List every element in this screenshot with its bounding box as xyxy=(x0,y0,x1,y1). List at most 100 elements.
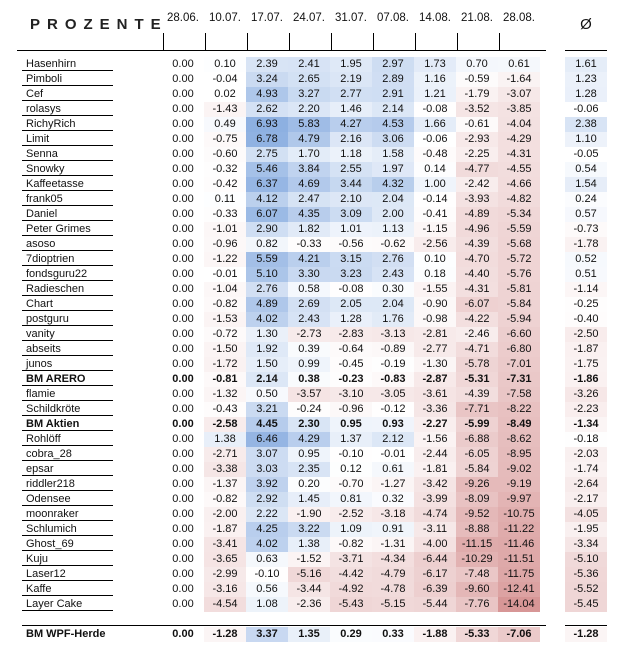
value-cell: 0.00 xyxy=(172,163,194,175)
value-cell: 1.01 xyxy=(330,222,372,237)
value-cell: -10.75 xyxy=(498,507,540,522)
value-cell: 2.10 xyxy=(330,192,372,207)
average-cell: -5.45 xyxy=(565,597,607,612)
value-cell: -7.76 xyxy=(456,597,498,612)
value-cell: -5.15 xyxy=(372,597,414,612)
column-tick xyxy=(163,33,164,50)
value-cell: 4.25 xyxy=(246,522,288,537)
participant-name: Odensee xyxy=(22,492,113,506)
value-cell: 5.10 xyxy=(246,267,288,282)
value-cell: 6.46 xyxy=(246,432,288,447)
value-cell: -4.31 xyxy=(498,147,540,162)
value-cell: -3.36 xyxy=(414,402,456,417)
value-cell: 0.00 xyxy=(172,373,194,385)
value-cell: -1.01 xyxy=(204,222,246,237)
participant-name: Kaffeetasse xyxy=(22,177,113,191)
average-cell: -1.34 xyxy=(565,417,607,432)
value-cell: 0.00 xyxy=(172,583,194,595)
value-cell: -3.57 xyxy=(288,387,330,402)
average-cell: -0.40 xyxy=(565,312,607,327)
table-row: Peter Grimes 0.00 -1.01 2.90 1.82 1.01 1.13 -1.… xyxy=(0,222,636,237)
value-cell: 0.00 xyxy=(172,523,194,535)
value-cell: 0.00 xyxy=(172,433,194,445)
average-cell: -0.06 xyxy=(565,102,607,117)
column-tick xyxy=(247,33,248,50)
value-cell: 1.45 xyxy=(288,492,330,507)
value-cell: -4.78 xyxy=(372,582,414,597)
value-cell: 4.02 xyxy=(246,312,288,327)
value-cell: -5.59 xyxy=(498,222,540,237)
participant-name: Chart xyxy=(22,297,113,311)
value-cell: 4.35 xyxy=(288,207,330,222)
value-cell: 1.38 xyxy=(288,537,330,552)
value-cell: 0.11 xyxy=(204,192,246,207)
value-cell: -0.82 xyxy=(330,537,372,552)
table-row: frank05 0.00 0.11 4.12 2.47 2.10 2.04 -0.14 -3.9… xyxy=(0,192,636,207)
value-cell: -1.79 xyxy=(456,87,498,102)
value-cell: -11.15 xyxy=(456,537,498,552)
value-cell: -1.31 xyxy=(372,537,414,552)
value-cell: -3.16 xyxy=(204,582,246,597)
value-cell: 2.41 xyxy=(288,57,330,72)
value-cell: -3.52 xyxy=(456,102,498,117)
table-row: postguru 0.00 -1.53 4.02 2.43 1.28 1.76 -0.98 -4… xyxy=(0,312,636,327)
value-cell: 3.21 xyxy=(246,402,288,417)
participant-name: frank05 xyxy=(22,192,113,206)
value-cell: 3.09 xyxy=(330,207,372,222)
value-cell: 2.65 xyxy=(288,72,330,87)
value-cell: 0.00 xyxy=(172,238,194,250)
table-row: Rohlöff 0.00 1.38 6.46 4.29 1.37 2.12 -1.56 -6.8… xyxy=(0,432,636,447)
value-cell: -4.82 xyxy=(498,192,540,207)
value-cell: -5.99 xyxy=(456,417,498,432)
value-cell: 1.70 xyxy=(288,147,330,162)
value-cell: 0.00 xyxy=(172,538,194,550)
average-cell: -2.03 xyxy=(565,447,607,462)
value-cell: 0.00 xyxy=(172,193,194,205)
value-cell: 0.49 xyxy=(204,117,246,132)
value-cell: -2.93 xyxy=(456,132,498,147)
value-cell: 0.32 xyxy=(372,492,414,507)
value-cell: 2.39 xyxy=(246,57,288,72)
value-cell: 2.14 xyxy=(246,372,288,387)
average-cell: 1.61 xyxy=(565,57,607,72)
value-cell: 2.91 xyxy=(372,87,414,102)
value-cell: -2.73 xyxy=(288,327,330,342)
value-cell: 0.00 xyxy=(172,298,194,310)
value-cell: 4.02 xyxy=(246,537,288,552)
value-cell: 2.30 xyxy=(288,417,330,432)
value-cell: 3.37 xyxy=(246,627,288,642)
participant-name: Peter Grimes xyxy=(22,222,113,236)
value-cell: -12.41 xyxy=(498,582,540,597)
value-cell: -4.29 xyxy=(498,132,540,147)
value-cell: 0.56 xyxy=(246,582,288,597)
value-cell: 1.35 xyxy=(288,627,330,642)
value-cell: 3.03 xyxy=(246,462,288,477)
value-cell: -1.88 xyxy=(414,627,456,642)
value-cell: 3.07 xyxy=(246,447,288,462)
value-cell: 0.00 xyxy=(172,343,194,355)
value-cell: -2.71 xyxy=(204,447,246,462)
participant-name: fondsguru22 xyxy=(22,267,113,281)
average-cell: -0.18 xyxy=(565,432,607,447)
value-cell: -2.83 xyxy=(330,327,372,342)
value-cell: -0.60 xyxy=(204,147,246,162)
value-cell: 1.00 xyxy=(414,177,456,192)
value-cell: -5.68 xyxy=(498,237,540,252)
value-cell: 6.07 xyxy=(246,207,288,222)
average-cell: -2.17 xyxy=(565,492,607,507)
value-cell: -3.65 xyxy=(204,552,246,567)
value-cell: 0.12 xyxy=(330,462,372,477)
value-cell: -9.52 xyxy=(456,507,498,522)
value-cell: -0.64 xyxy=(330,342,372,357)
value-cell: -1.52 xyxy=(288,552,330,567)
column-header: 10.07. xyxy=(209,12,241,24)
value-cell: -0.75 xyxy=(204,132,246,147)
value-cell: -2.58 xyxy=(204,417,246,432)
value-cell: 3.30 xyxy=(288,267,330,282)
value-cell: 2.14 xyxy=(372,102,414,117)
participant-name: Kuju xyxy=(22,552,113,566)
table-row: riddler218 0.00 -1.37 3.92 0.20 -0.70 -1.27 -3.… xyxy=(0,477,636,492)
table-row: Schildkröte 0.00 -0.43 3.21 -0.24 -0.96 -0.12-… xyxy=(0,402,636,417)
average-cell: 1.54 xyxy=(565,177,607,192)
value-cell: -5.43 xyxy=(330,597,372,612)
